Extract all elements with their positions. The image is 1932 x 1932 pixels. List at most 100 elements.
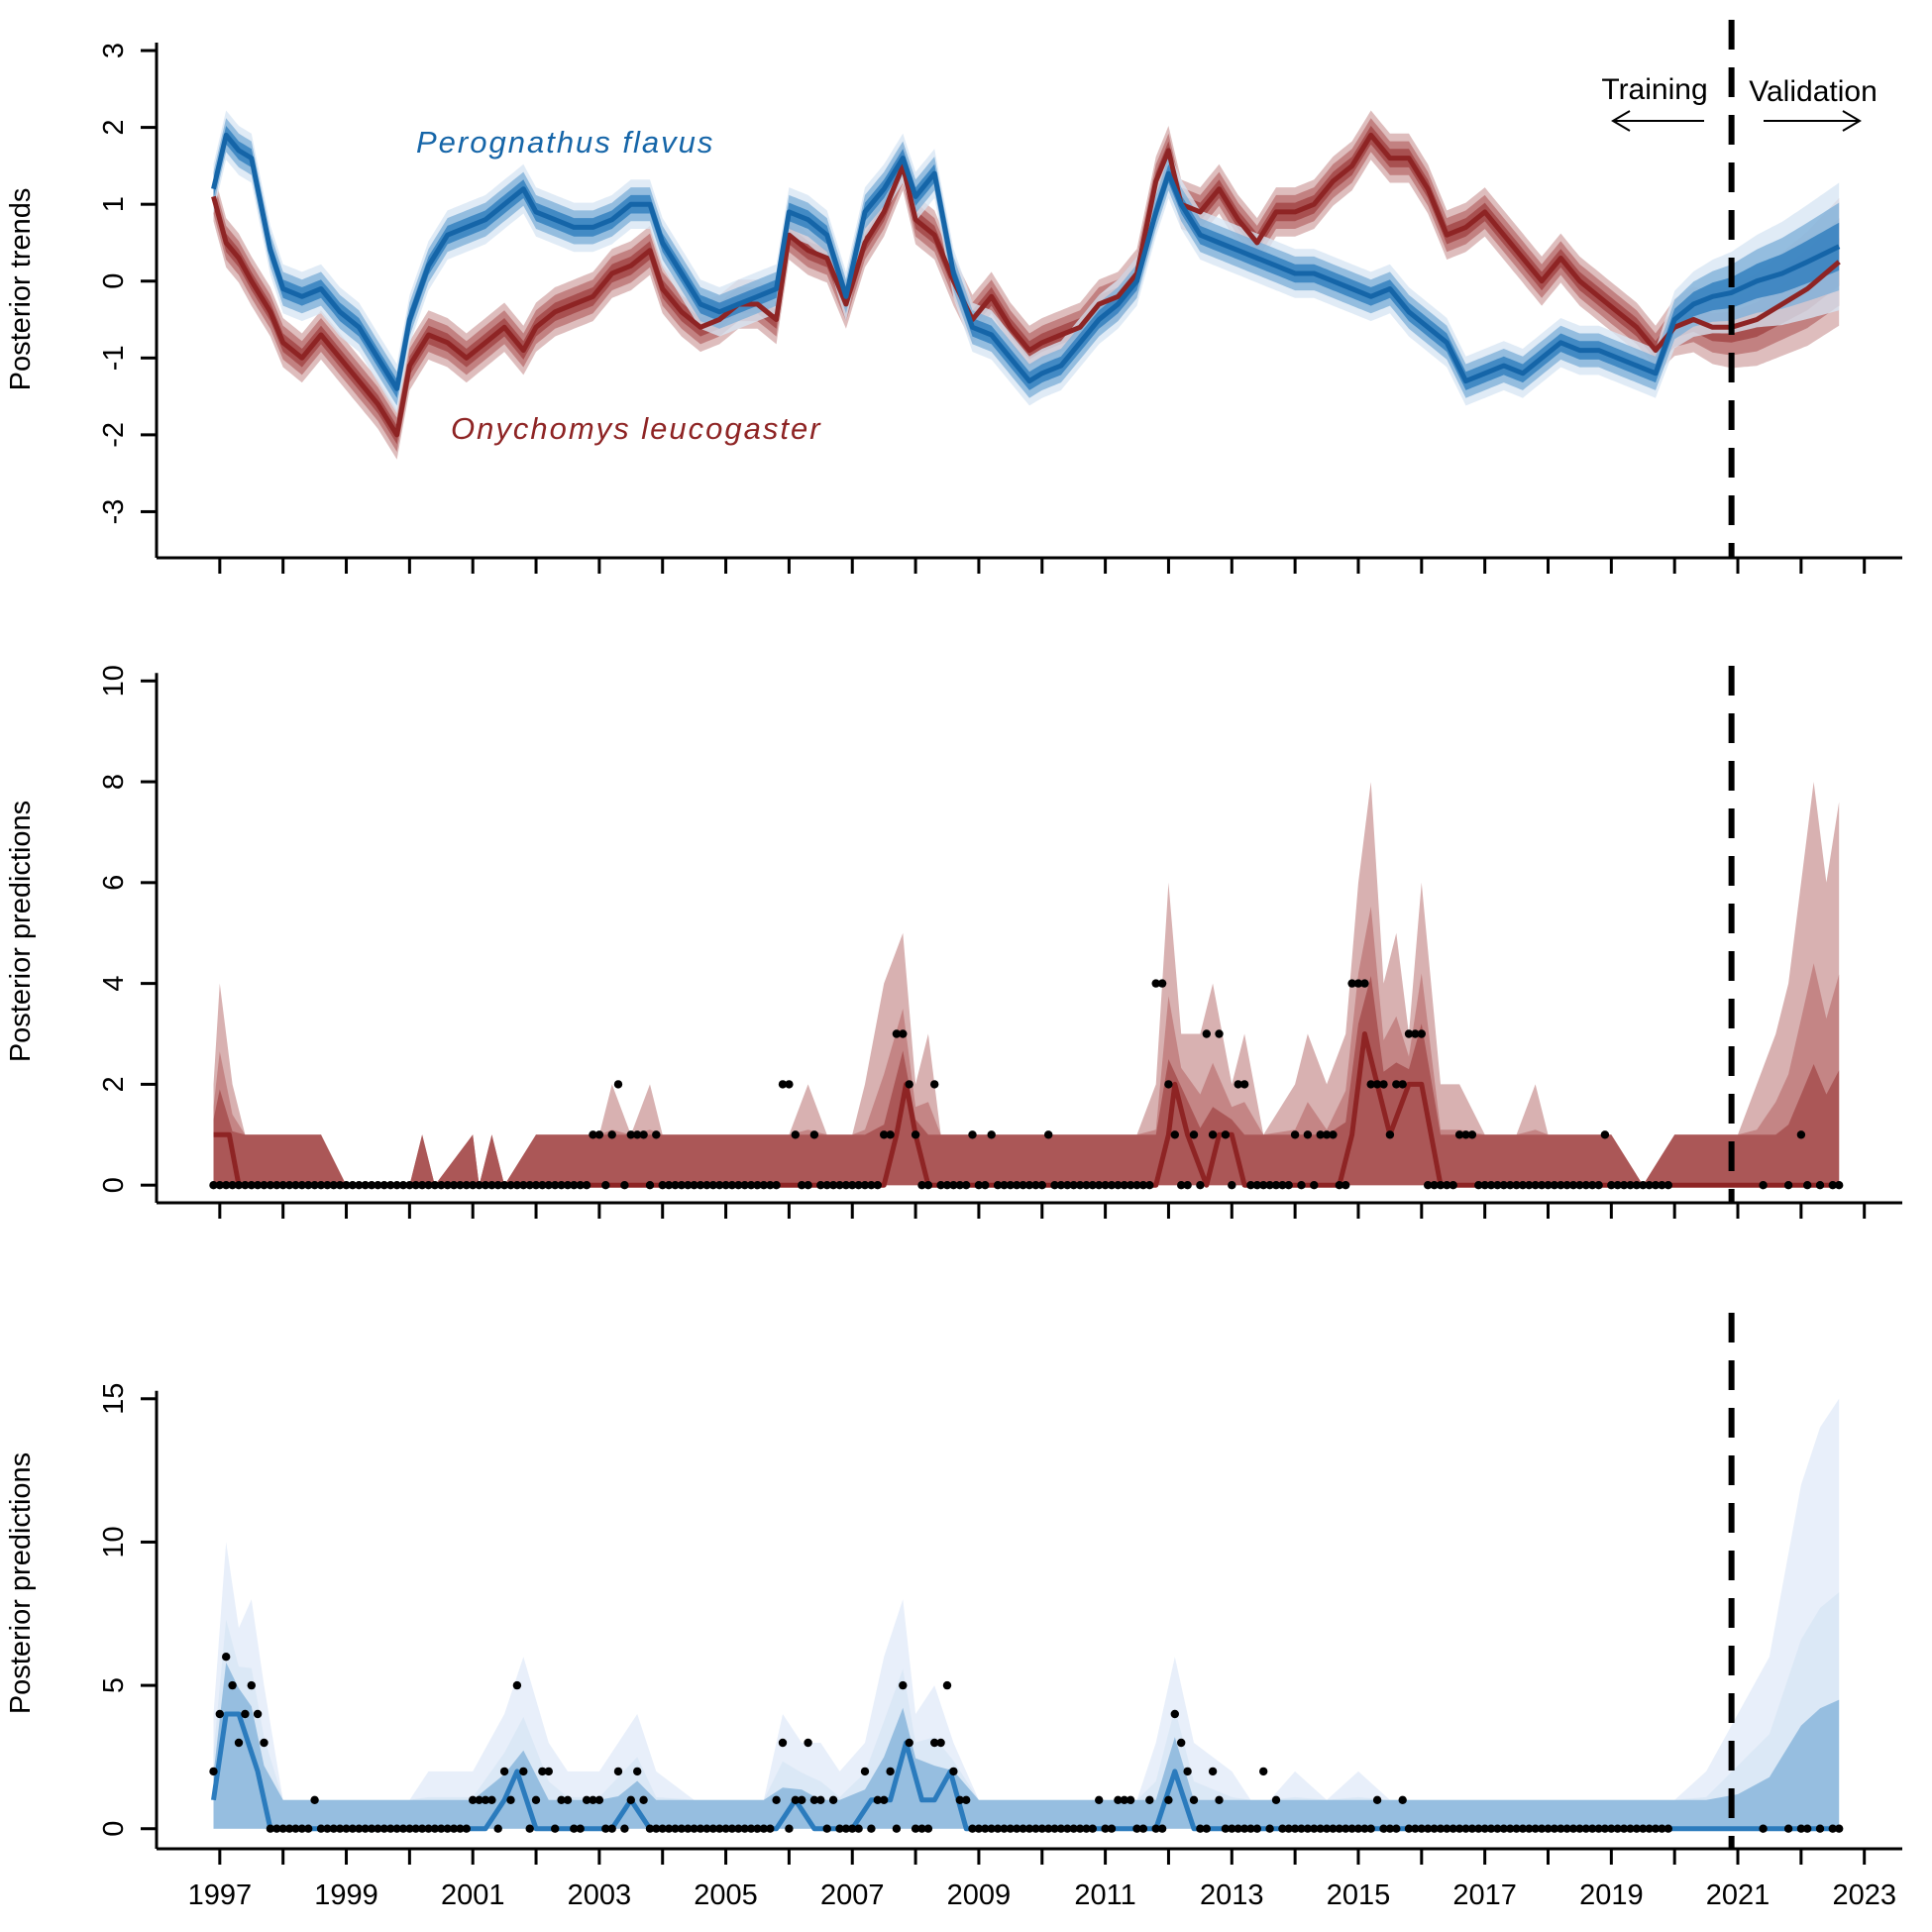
observed-point — [1664, 1181, 1673, 1190]
observed-point — [1404, 1824, 1414, 1833]
observed-point — [766, 1181, 775, 1190]
observed-point — [1329, 1824, 1338, 1833]
observed-point — [284, 1181, 294, 1190]
observed-point — [841, 1181, 851, 1190]
observed-point — [1107, 1181, 1117, 1190]
observed-point — [1424, 1824, 1433, 1833]
observed-point — [993, 1181, 1003, 1190]
observed-point — [437, 1181, 446, 1190]
observed-point — [828, 1795, 838, 1805]
observed-point — [1145, 1795, 1154, 1805]
observed-point — [1796, 1824, 1806, 1833]
observed-point — [892, 1824, 902, 1833]
observed-point — [392, 1824, 401, 1833]
training-arrow — [1611, 110, 1704, 132]
observed-point — [443, 1824, 452, 1833]
observed-point — [626, 1130, 635, 1139]
observed-point — [1050, 1824, 1059, 1833]
observed-point — [1430, 1181, 1439, 1190]
observed-point — [923, 1824, 933, 1833]
observed-point — [1436, 1824, 1446, 1833]
observed-point — [1082, 1181, 1091, 1190]
observed-point — [361, 1824, 370, 1833]
observed-point — [367, 1181, 376, 1190]
observed-point — [1024, 1181, 1034, 1190]
observed-point — [493, 1181, 502, 1190]
observed-point — [499, 1181, 509, 1190]
observed-point — [1215, 1029, 1224, 1038]
observed-point — [1531, 1824, 1540, 1833]
observed-point — [310, 1181, 319, 1190]
observed-point — [405, 1181, 414, 1190]
observed-point — [1639, 1181, 1648, 1190]
x-tick-label: 1999 — [314, 1879, 378, 1911]
observed-point — [930, 1738, 939, 1748]
observed-point — [1828, 1824, 1838, 1833]
observed-point — [911, 1824, 920, 1833]
y-tick-label: 3 — [98, 43, 130, 58]
y-tick-label: 0 — [98, 1821, 130, 1837]
observed-point — [1202, 1029, 1212, 1038]
observed-point — [1632, 1181, 1642, 1190]
observed-point — [1461, 1130, 1470, 1139]
observed-point — [1031, 1824, 1040, 1833]
observed-point — [228, 1181, 237, 1190]
perognathus-y-axis-title: Posterior predictions — [5, 1452, 37, 1714]
observed-point — [684, 1824, 693, 1833]
observed-point — [1107, 1824, 1117, 1833]
observed-point — [1303, 1824, 1313, 1833]
observed-point — [278, 1181, 287, 1190]
trend-axes: 3 2 1 0 -1 -2 -3 — [98, 20, 1902, 574]
observed-point — [525, 1824, 534, 1833]
observed-point — [1006, 1181, 1015, 1190]
observed-point — [1297, 1824, 1306, 1833]
observed-point — [1000, 1181, 1009, 1190]
trend-panel: 3 2 1 0 -1 -2 -3 Posterior trends Perognathus … — [5, 20, 1902, 574]
observed-point — [1239, 1080, 1249, 1089]
observed-point — [1619, 1824, 1629, 1833]
observed-point — [1512, 1181, 1521, 1190]
observed-point — [456, 1824, 465, 1833]
observed-point — [499, 1767, 509, 1776]
onychomys-band-95 — [213, 782, 1840, 1186]
observed-point — [1632, 1824, 1642, 1833]
observed-point — [570, 1181, 579, 1190]
onychomys-y-axis-title: Posterior predictions — [5, 801, 37, 1062]
x-tick-label: 2019 — [1579, 1879, 1644, 1911]
observed-point — [828, 1181, 838, 1190]
observed-point — [905, 1080, 913, 1089]
observed-point — [981, 1181, 990, 1190]
observed-point — [462, 1181, 471, 1190]
observed-point — [936, 1181, 945, 1190]
observed-point — [1278, 1181, 1287, 1190]
observed-point — [1613, 1824, 1622, 1833]
observed-point — [1443, 1824, 1451, 1833]
observed-point — [1284, 1181, 1293, 1190]
observed-point — [1525, 1181, 1534, 1190]
y-tick-label: 5 — [98, 1677, 130, 1693]
observed-point — [1228, 1824, 1236, 1833]
observed-point — [860, 1767, 870, 1776]
observed-point — [582, 1795, 591, 1805]
observed-point — [1183, 1767, 1192, 1776]
observed-point — [1006, 1824, 1015, 1833]
observed-point — [1189, 1795, 1199, 1805]
observed-point — [892, 1029, 902, 1038]
observed-point — [1828, 1181, 1838, 1190]
observed-point — [1310, 1824, 1319, 1833]
observed-point — [798, 1181, 806, 1190]
observed-point — [702, 1824, 711, 1833]
y-tick-label: -3 — [98, 499, 130, 525]
observed-point — [582, 1181, 591, 1190]
y-tick-label: 0 — [98, 1177, 130, 1193]
observed-point — [417, 1181, 427, 1190]
x-tick-label: 1997 — [188, 1879, 253, 1911]
observed-point — [594, 1130, 604, 1139]
observed-point — [355, 1181, 364, 1190]
observed-point — [443, 1181, 452, 1190]
observed-point — [1518, 1181, 1528, 1190]
observed-point — [759, 1824, 769, 1833]
observed-point — [936, 1738, 945, 1748]
observed-point — [297, 1824, 306, 1833]
observed-point — [1467, 1824, 1477, 1833]
